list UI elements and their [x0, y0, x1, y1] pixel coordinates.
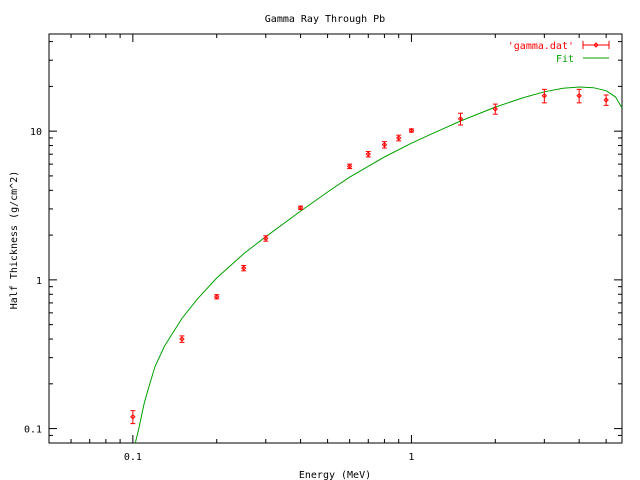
legend-label-gamma: 'gamma.dat': [508, 41, 574, 52]
y-axis-label: Half Thickness (g/cm^2): [9, 171, 20, 309]
data-point: [541, 88, 548, 104]
data-point: [457, 112, 464, 126]
x-tick-label: 1: [408, 452, 414, 463]
point-marker: [381, 142, 388, 148]
legend: 'gamma.dat' Fit: [508, 41, 610, 65]
point-marker: [492, 106, 498, 112]
data-point: [603, 94, 609, 106]
point-marker: [395, 135, 402, 141]
data-point: [492, 103, 498, 115]
fit-curve: [134, 86, 623, 444]
data-point: [395, 134, 402, 142]
point-marker: [297, 205, 304, 211]
point-marker: [346, 163, 353, 170]
data-points-layer: [130, 88, 609, 425]
point-marker: [365, 151, 371, 157]
legend-label-fit: Fit: [556, 54, 574, 65]
legend-swatch-gamma: [582, 41, 610, 49]
point-marker: [541, 93, 548, 99]
data-point: [263, 235, 269, 242]
data-point: [297, 205, 304, 211]
point-marker: [263, 235, 269, 242]
data-point: [214, 294, 220, 300]
x-axis-label: Energy (MeV): [299, 470, 371, 480]
point-marker: [603, 97, 609, 103]
point-marker: [130, 414, 136, 420]
point-marker: [214, 294, 220, 300]
point-marker: [179, 336, 185, 342]
tick-labels: 0.1 1 0.1 1 10: [24, 127, 415, 463]
data-point: [365, 150, 371, 158]
data-point: [179, 335, 185, 343]
data-point: [408, 127, 415, 134]
data-point: [346, 163, 353, 170]
data-point: [576, 88, 582, 104]
point-marker: [408, 127, 415, 134]
chart-title: Gamma Ray Through Pb: [265, 14, 385, 25]
data-point: [381, 141, 388, 149]
y-tick-label: 1: [36, 276, 42, 287]
y-tick-label: 10: [30, 127, 42, 138]
point-marker: [457, 116, 464, 122]
data-point: [241, 264, 247, 272]
tick-marks: [48, 34, 622, 444]
point-marker: [241, 265, 247, 271]
y-tick-label: 0.1: [24, 425, 42, 436]
plot-frame: [48, 33, 623, 444]
fit-layer: [134, 86, 623, 444]
point-marker: [576, 93, 582, 99]
data-point: [130, 410, 136, 425]
x-tick-label: 0.1: [124, 452, 142, 463]
